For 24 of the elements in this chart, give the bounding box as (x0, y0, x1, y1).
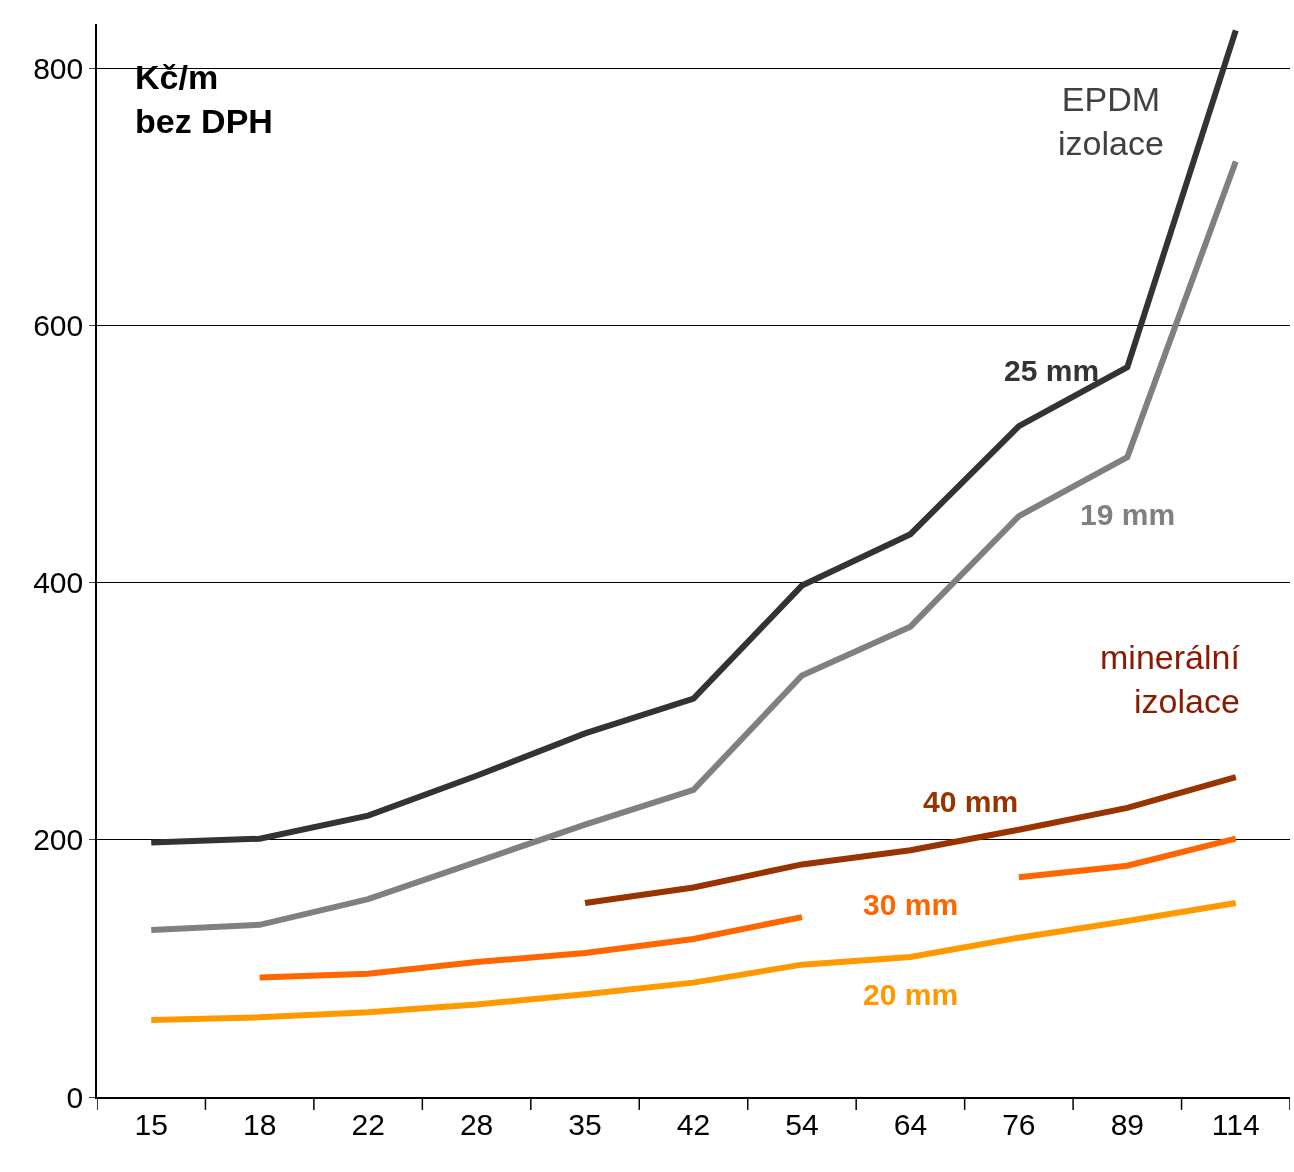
x-tick-label: 89 (1110, 1107, 1145, 1141)
y-tick-label: 0 (66, 1080, 84, 1114)
x-tick-label: 35 (568, 1107, 602, 1141)
y-tick-label: 600 (33, 309, 84, 343)
x-tick-label: 114 (1211, 1107, 1260, 1141)
y-tick-label: 800 (33, 52, 84, 86)
x-tick-label: 54 (785, 1107, 819, 1141)
x-tick-label: 22 (351, 1107, 385, 1141)
text: 30 mm (863, 888, 959, 921)
x-tick-label: 64 (893, 1107, 928, 1141)
y-tick-label: 200 (33, 823, 84, 857)
annotation: Kč/m bez DPH (135, 58, 273, 141)
series-label: 20 mm (863, 978, 959, 1011)
annotation: minerální izolace (1100, 638, 1241, 721)
x-tick-label: 42 (676, 1107, 711, 1141)
y-tick-label: 400 (33, 566, 84, 600)
series-label: 40 mm (923, 785, 1019, 818)
series-label: 25 mm (1004, 354, 1100, 387)
annotation: EPDM izolace (1058, 80, 1164, 163)
series-label: 19 mm (1080, 498, 1176, 531)
x-tick-label: 15 (134, 1107, 168, 1141)
x-tick-label: 76 (1002, 1107, 1036, 1141)
x-tick-label: 18 (242, 1107, 277, 1141)
x-tick-label: 28 (459, 1107, 494, 1141)
